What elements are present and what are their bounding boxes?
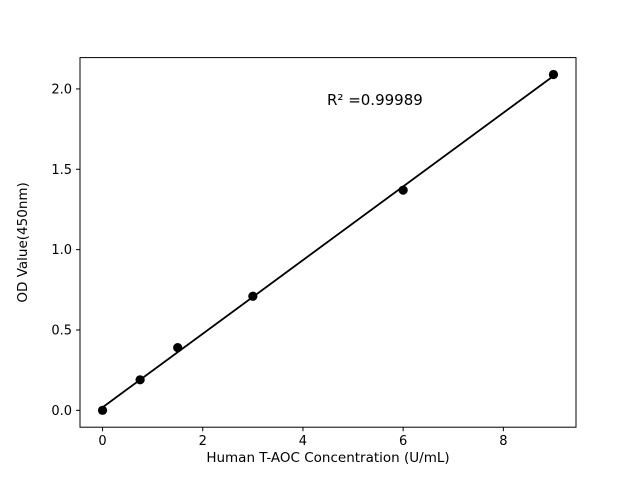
data-point [398, 185, 408, 195]
y-axis-label: OD Value(450nm) [15, 182, 31, 302]
y-tick-label: 0.0 [51, 404, 72, 419]
y-tick-label: 1.0 [51, 243, 72, 258]
x-tick-label: 6 [399, 434, 407, 449]
plot-border [79, 57, 577, 428]
y-tick-label: 0.5 [51, 323, 72, 338]
data-point [173, 343, 183, 353]
x-tick-label: 4 [299, 434, 307, 449]
y-tick-label: 2.0 [51, 82, 72, 97]
y-tick-label: 1.5 [51, 163, 72, 178]
x-tick-label: 8 [499, 434, 507, 449]
r-squared-annotation: R² =0.99989 [327, 91, 423, 109]
x-axis-label: Human T-AOC Concentration (U/mL) [206, 450, 449, 466]
x-tick-label: 2 [199, 434, 207, 449]
data-point [97, 405, 108, 415]
data-point [248, 291, 258, 301]
x-tick-label: 0 [98, 434, 106, 449]
data-point [135, 375, 145, 385]
data-point [548, 69, 559, 80]
